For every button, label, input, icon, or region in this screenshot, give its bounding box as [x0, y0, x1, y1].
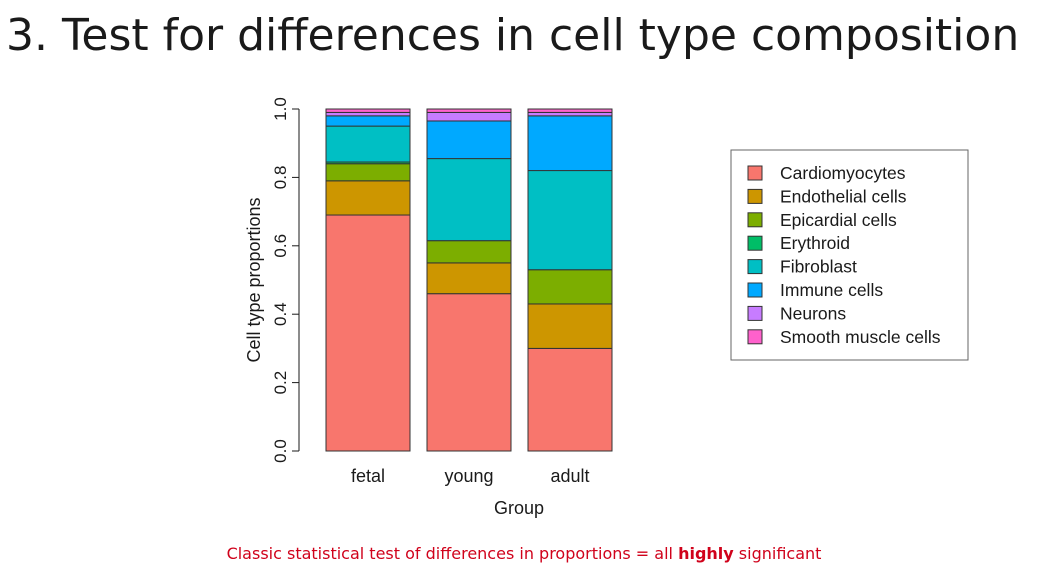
legend-swatch [747, 282, 763, 298]
slide-title: 3. Test for differences in cell type com… [6, 10, 1020, 61]
bar-segment [325, 125, 411, 163]
x-axis: fetal young adult [351, 466, 590, 486]
footer-note: Classic statistical test of differences … [0, 544, 1048, 563]
footer-text-start: Classic statistical test of differences … [226, 544, 679, 563]
x-axis-label: Group [494, 498, 544, 518]
legend-swatch [747, 235, 763, 251]
bar-segment [325, 108, 411, 113]
x-tick-label: fetal [351, 466, 385, 486]
y-tick-label: 1.0 [271, 97, 290, 121]
y-tick-label: 0.0 [271, 439, 290, 463]
bar-segment [426, 108, 512, 113]
footer-text-end: significant [733, 544, 822, 563]
x-tick-label: young [444, 466, 493, 486]
bar-segment [325, 111, 411, 117]
bar-segment [426, 111, 512, 122]
legend-label: Neurons [780, 303, 846, 323]
bar-segment [527, 347, 613, 452]
bar-segment [426, 158, 512, 242]
legend-swatch [747, 212, 763, 228]
legend-swatch [747, 329, 763, 345]
bar-segment [527, 303, 613, 349]
bar-segment [426, 262, 512, 295]
legend-label: Cardiomyocytes [780, 163, 906, 183]
stacked-bar-chart: 0.0 0.2 0.4 0.6 0.8 1.0 fetal young adult Cell … [244, 97, 969, 518]
legend-label: Epicardial cells [780, 210, 897, 230]
legend: Cardiomyocytes Endothelial cells Epicardia… [730, 149, 969, 361]
legend-swatch [747, 188, 763, 204]
footer-text-bold: highly [678, 544, 734, 563]
y-tick-label: 0.4 [271, 302, 290, 326]
bar-segment [527, 269, 613, 305]
bar-segment [325, 115, 411, 127]
legend-label: Erythroid [780, 233, 850, 253]
bar-segment [527, 108, 613, 113]
bar-segment [527, 170, 613, 271]
x-tick-label: adult [550, 466, 589, 486]
legend-box [730, 149, 969, 361]
legend-label: Fibroblast [780, 257, 857, 277]
legend-swatch [747, 259, 763, 275]
bar-segment [325, 214, 411, 452]
legend-swatch [747, 305, 763, 321]
bar-segment [325, 180, 411, 216]
y-tick-label: 0.6 [271, 234, 290, 258]
y-tick-label: 0.8 [271, 166, 290, 190]
legend-label: Smooth muscle cells [780, 327, 941, 347]
legend-swatch [747, 165, 763, 181]
y-tick-label: 0.2 [271, 371, 290, 395]
legend-label: Endothelial cells [780, 186, 907, 206]
bar-segment [426, 240, 512, 264]
bar-segment [527, 111, 613, 117]
bar-segment [426, 120, 512, 160]
y-axis-label: Cell type proportions [244, 197, 264, 362]
legend-label: Immune cells [780, 280, 883, 300]
bar-segment [426, 293, 512, 452]
y-axis: 0.0 0.2 0.4 0.6 0.8 1.0 [271, 97, 300, 463]
bar-segment [527, 115, 613, 172]
bar-segment [325, 163, 411, 182]
bars [325, 108, 613, 452]
